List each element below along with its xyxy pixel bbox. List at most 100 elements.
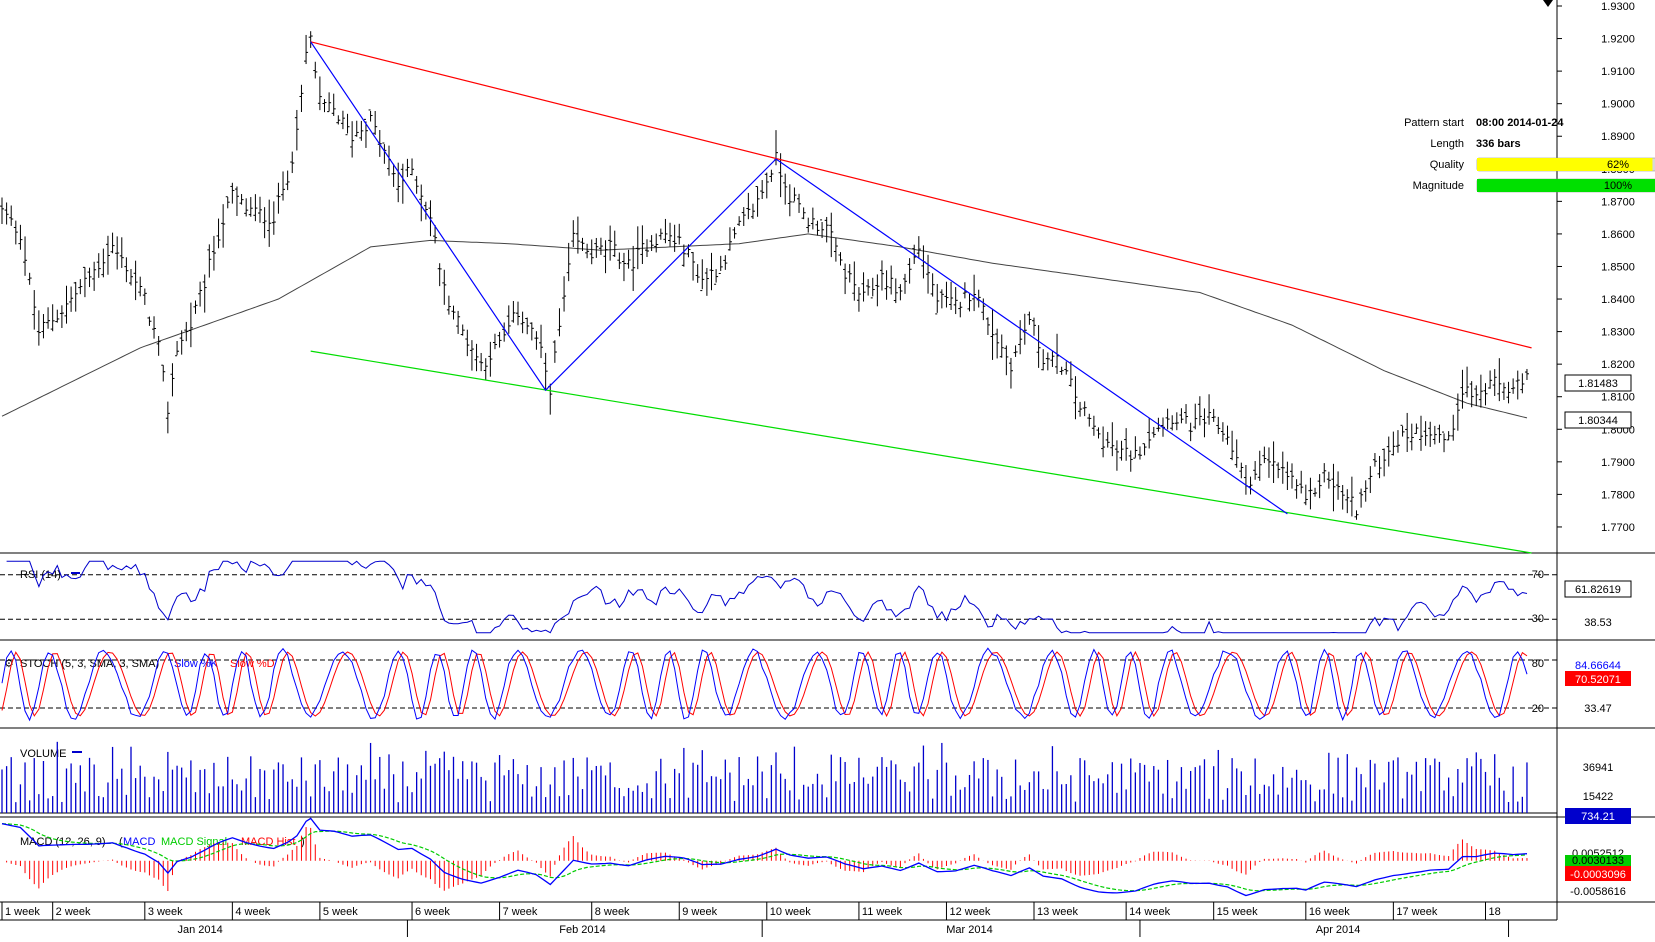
price-tick-label: 1.7800 [1601,489,1635,501]
magnitude-label: Magnitude [1413,180,1464,192]
week-label: 8 week [595,906,630,918]
price-tick-label: 1.8300 [1601,327,1635,339]
volume-panel: VOLUME 36941 15422 734.21 [0,741,1631,824]
pattern-info-panel: Pattern start 08:00 2014-01-24 Length 33… [1404,117,1655,193]
macd-low-tick: -0.0058616 [1570,886,1626,898]
zigzag-line [310,41,1288,515]
stoch-scale-value: 33.47 [1584,703,1612,715]
quality-bar-fill [1477,158,1653,171]
last-price-badge: 1.81483 [1564,374,1632,392]
rsi-line [6,560,1528,634]
price-tick-label: 1.8500 [1601,261,1635,273]
month-label: Apr 2014 [1316,924,1361,936]
channel-lines [310,41,1532,554]
rsi-scale-value: 38.53 [1584,617,1612,629]
panel-frames [0,0,1655,920]
pattern-start-value: 08:00 2014-01-24 [1476,117,1564,129]
macd-label: MACD (12, 26, 9) [20,836,106,848]
week-label: 7 week [503,906,538,918]
volume-tick-mid: 15422 [1583,791,1614,803]
macd-signal-label: MACD Signal [161,836,227,848]
rsi-level-70: 70 [1532,569,1544,581]
price-tick-label: 1.7900 [1601,457,1635,469]
macd-hist-badge [1565,866,1631,881]
week-label: 17 week [1396,906,1437,918]
week-label: 18 [1489,906,1501,918]
macd-paren-close: ) [301,836,305,848]
lower-channel-line [310,350,1532,554]
price-tick-label: 1.9300 [1601,1,1635,13]
price-tick-label: 1.9000 [1601,99,1635,111]
price-tick-label: 1.9200 [1601,34,1635,46]
month-label: Feb 2014 [559,924,605,936]
magnitude-value: 100% [1604,180,1632,192]
ma-path [1,233,1528,419]
quality-label: Quality [1430,159,1465,171]
macd-paren-open: ( [119,836,123,848]
length-value: 336 bars [1476,138,1521,150]
price-tick-label: 1.8900 [1601,131,1635,143]
stoch-settings-icon: ⚙ [4,658,14,670]
week-label: 1 week [5,906,40,918]
upper-channel-line [310,41,1532,349]
magnitude-bar-fill [1477,179,1655,192]
zigzag-path [310,41,1288,515]
svg-text:1.80344: 1.80344 [1578,415,1618,427]
stoch-k-badge [1565,659,1631,670]
week-label: 12 week [949,906,990,918]
rsi-last-value: 61.82619 [1575,584,1621,596]
week-label: 11 week [862,906,903,918]
week-label: 15 week [1217,906,1258,918]
week-label: 4 week [235,906,270,918]
volume-label: VOLUME [20,748,66,760]
volume-last-value: 734.21 [1581,811,1615,823]
week-label: 6 week [415,906,450,918]
macd-signal-line [1,823,1528,892]
price-tick-label: 1.8400 [1601,294,1635,306]
volume-last-badge [1565,808,1631,824]
price-tick-label: 1.7700 [1601,522,1635,534]
week-label: 9 week [682,906,717,918]
month-label: Mar 2014 [946,924,992,936]
price-panel: 1.93001.92001.91001.90001.89001.88001.87… [0,0,1635,554]
week-label: 2 week [56,906,91,918]
scroll-marker-icon [1543,0,1553,7]
macd-hist-last: -0.0003096 [1570,869,1626,881]
ma-value-badge: 1.80344 [1564,411,1632,429]
month-label: Jan 2014 [177,924,222,936]
time-axis: 1 week 2 week 3 week 4 week 5 week 6 week 7 we… [0,902,1557,937]
macd-line-label: MACD [123,836,155,848]
stoch-d-badge [1565,671,1631,686]
week-label: 3 week [148,906,183,918]
stoch-d-line [1,650,1528,718]
price-bars [0,31,1529,520]
week-label: 5 week [323,906,358,918]
price-tick-label: 1.8700 [1601,196,1635,208]
quality-value: 62% [1607,159,1629,171]
macd-signal-badge [1565,855,1631,866]
week-label: 14 week [1129,906,1170,918]
macd-signal-last: 0.0030133 [1572,855,1624,867]
stochastic-panel: ⚙ STOCH (5, 3, SMA, 3, SMA) Slow %K Slow… [0,647,1631,722]
rsi-panel: RSI (14) 70 30 61.82619 38.53 [0,560,1632,634]
stoch-level-20: 20 [1532,703,1544,715]
stoch-d-last: 70.52071 [1575,674,1621,686]
rsi-last-badge [1564,580,1632,598]
moving-average-line [1,233,1528,419]
price-tick-label: 1.8100 [1601,392,1635,404]
price-tick-label: 1.9100 [1601,66,1635,78]
week-label: 16 week [1309,906,1350,918]
volume-tick-high: 36941 [1583,762,1614,774]
stoch-level-80: 80 [1532,658,1544,670]
macd-panel: MACD (12, 26, 9) ( MACD MACD Signal MACD… [1,817,1631,898]
stoch-k-last: 84.66644 [1575,660,1621,672]
svg-text:1.81483: 1.81483 [1578,378,1618,390]
rsi-level-30: 30 [1532,613,1544,625]
week-label: 13 week [1037,906,1078,918]
pattern-start-label: Pattern start [1404,117,1464,129]
macd-line [1,817,1528,897]
length-label: Length [1430,138,1464,150]
price-tick-label: 1.8200 [1601,359,1635,371]
